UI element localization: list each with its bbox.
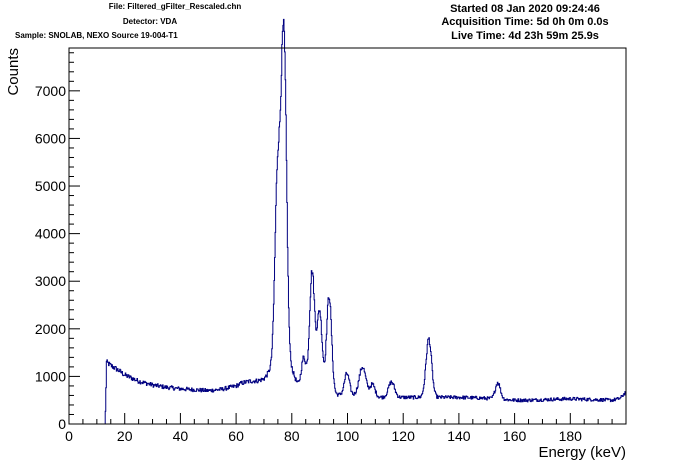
detector-label: Detector: VDA [122, 17, 178, 26]
started-label: Started 08 Jan 2020 09:24:46 [450, 3, 600, 15]
x-tick-label: 140 [447, 428, 471, 444]
x-tick-label: 0 [65, 428, 73, 444]
x-tick-label: 40 [173, 428, 189, 444]
plot-frame [68, 47, 627, 425]
live-time-label: Live Time: 4d 23h 59m 25.9s [451, 30, 599, 42]
y-tick-label: 7000 [35, 83, 66, 99]
x-tick-label: 180 [559, 428, 583, 444]
y-tick-label: 5000 [35, 178, 66, 194]
sample-label: Sample: SNOLAB, NEXO Source 19-004-T1 [15, 31, 178, 40]
y-tick-label: 4000 [35, 226, 66, 242]
x-tick-label: 120 [392, 428, 416, 444]
y-tick-label: 2000 [35, 321, 66, 337]
x-tick-label: 100 [336, 428, 360, 444]
x-axis-title: Energy (keV) [538, 444, 626, 461]
x-tick-label: 80 [284, 428, 300, 444]
axis-ticks [68, 52, 627, 425]
x-tick-label: 60 [228, 428, 244, 444]
x-tick-label: 160 [503, 428, 527, 444]
y-tick-label: 3000 [35, 273, 66, 289]
y-tick-label: 1000 [35, 368, 66, 384]
axis-tick-labels: 0 20 40 60 80 100 120 140 160 180 0 1000 2000 3000 400… [35, 83, 582, 444]
spectrum-series-line [69, 18, 627, 425]
file-label: File: Filtered_gFilter_Rescaled.chn [108, 2, 242, 11]
x-tick-label: 20 [117, 428, 133, 444]
y-tick-label: 0 [58, 416, 66, 432]
y-axis-title: Counts [5, 48, 22, 96]
acquisition-time-label: Acquisition Time: 5d 0h 0m 0.0s [441, 16, 609, 28]
y-tick-label: 6000 [35, 130, 66, 146]
